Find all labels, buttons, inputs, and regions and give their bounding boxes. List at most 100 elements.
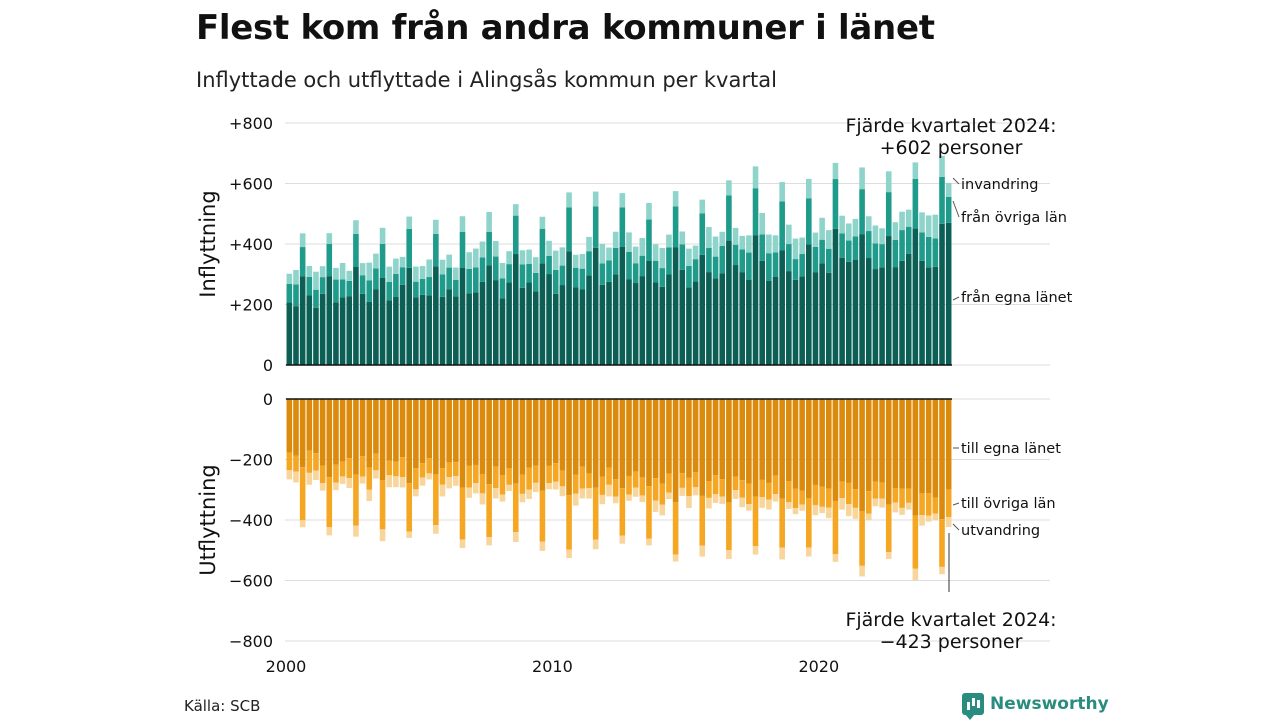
- bar-in-own-county: [366, 301, 373, 365]
- bar-out-emigration: [799, 504, 805, 511]
- bar-out-other-counties: [546, 465, 552, 484]
- bar-in-immigration: [692, 245, 699, 260]
- bottom-y-tick-label: −800: [229, 632, 273, 651]
- bar-out-own-county: [612, 399, 619, 480]
- bar-out-emigration: [619, 535, 626, 544]
- bar-out-own-county: [319, 399, 326, 466]
- bar-out-emigration: [446, 477, 452, 489]
- bar-in-other-counties: [692, 259, 699, 282]
- bar-in-own-county: [486, 265, 492, 365]
- bar-out-emigration: [892, 502, 899, 513]
- bar-in-other-counties: [559, 265, 566, 286]
- bar-in-other-counties: [486, 231, 492, 266]
- bar-out-own-county: [932, 399, 939, 498]
- bar-out-other-counties: [646, 486, 652, 539]
- series-label: till övriga län: [961, 496, 1056, 512]
- bar-out-own-county: [812, 399, 819, 485]
- bar-out-other-counties: [586, 473, 592, 489]
- bar-in-own-county: [306, 295, 313, 365]
- bar-in-own-county: [393, 297, 399, 365]
- bar-in-immigration: [659, 247, 666, 269]
- bar-in-immigration: [579, 253, 586, 269]
- bar-out-own-county: [626, 399, 632, 476]
- bar-out-own-county: [446, 399, 452, 463]
- bar-out-other-counties: [572, 474, 579, 494]
- bar-out-emigration: [479, 493, 486, 505]
- bar-in-own-county: [872, 269, 879, 365]
- bar-in-own-county: [492, 280, 499, 365]
- bar-in-own-county: [766, 280, 772, 365]
- bar-in-own-county: [939, 223, 945, 365]
- bar-out-emigration: [646, 538, 652, 546]
- bar-in-other-counties: [845, 240, 852, 262]
- bar-out-other-counties: [359, 456, 366, 477]
- bar-in-immigration: [473, 248, 479, 268]
- bar-out-own-county: [539, 399, 546, 491]
- bar-in-other-counties: [359, 275, 366, 294]
- bar-in-other-counties: [679, 244, 686, 270]
- bar-out-emigration: [606, 484, 612, 497]
- bar-out-other-counties: [719, 479, 726, 497]
- bar-in-other-counties: [746, 252, 752, 280]
- bar-in-own-county: [845, 261, 852, 365]
- bar-in-other-counties: [825, 248, 832, 273]
- bar-in-other-counties: [566, 207, 572, 252]
- bar-out-emigration: [532, 482, 539, 492]
- bar-in-immigration: [825, 230, 832, 249]
- bar-in-immigration: [566, 192, 572, 208]
- bar-out-emigration: [546, 483, 552, 490]
- bar-out-other-counties: [532, 465, 539, 483]
- bar-out-other-counties: [679, 473, 686, 488]
- bar-in-own-county: [506, 282, 512, 365]
- series-leader-line: [952, 502, 960, 506]
- bar-out-own-county: [925, 399, 932, 494]
- bar-out-other-counties: [393, 461, 399, 477]
- bar-out-own-county: [852, 399, 859, 490]
- bar-in-immigration: [639, 238, 646, 256]
- bar-out-own-county: [919, 399, 925, 494]
- bar-in-other-counties: [373, 268, 379, 290]
- bar-in-own-county: [892, 267, 899, 365]
- bar-out-own-county: [766, 399, 772, 483]
- bar-out-emigration: [632, 487, 639, 497]
- bar-in-immigration: [512, 204, 519, 216]
- bar-out-other-counties: [766, 482, 772, 500]
- bar-out-other-counties: [492, 466, 499, 489]
- bar-in-immigration: [939, 155, 945, 177]
- bar-in-immigration: [646, 203, 652, 220]
- bar-out-own-county: [426, 399, 432, 459]
- bar-in-immigration: [865, 216, 872, 232]
- bar-in-own-county: [932, 266, 939, 365]
- bar-out-own-county: [732, 399, 739, 477]
- bar-out-other-counties: [812, 484, 819, 505]
- bar-out-emigration: [806, 547, 812, 557]
- bar-out-own-county: [652, 399, 659, 479]
- bar-in-immigration: [819, 217, 825, 240]
- bar-in-immigration: [526, 249, 532, 264]
- bar-out-emigration: [333, 482, 339, 491]
- bar-in-other-counties: [499, 278, 506, 299]
- bar-in-immigration: [519, 250, 526, 265]
- bar-in-immigration: [586, 236, 592, 252]
- bar-in-own-county: [473, 292, 479, 365]
- bar-out-other-counties: [799, 490, 805, 505]
- bar-in-own-county: [786, 271, 792, 365]
- bar-out-emigration: [772, 494, 779, 502]
- bar-out-other-counties: [512, 483, 519, 532]
- bar-in-own-county: [792, 279, 799, 365]
- bar-in-other-counties: [632, 263, 639, 284]
- bar-in-other-counties: [526, 263, 532, 283]
- bar-in-other-counties: [892, 239, 899, 268]
- bar-in-own-county: [453, 296, 459, 365]
- bar-in-other-counties: [446, 267, 452, 290]
- bar-in-other-counties: [852, 236, 859, 260]
- series-leader-line: [952, 200, 960, 218]
- bar-in-other-counties: [339, 279, 346, 298]
- bar-out-emigration: [379, 529, 386, 542]
- bar-out-other-counties: [925, 493, 932, 516]
- bar-out-other-counties: [406, 483, 413, 532]
- bar-out-emigration: [346, 478, 353, 489]
- bar-out-other-counties: [659, 483, 666, 505]
- bar-out-other-counties: [819, 486, 825, 507]
- bar-out-own-county: [359, 399, 366, 457]
